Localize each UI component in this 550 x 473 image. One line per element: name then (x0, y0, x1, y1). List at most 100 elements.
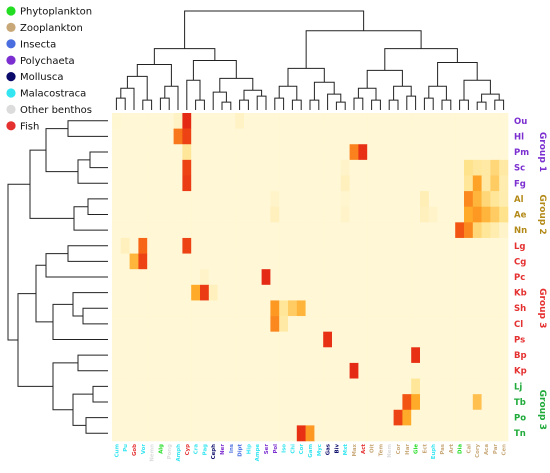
heatmap-cell (332, 113, 342, 129)
heatmap-cell (349, 128, 359, 145)
heatmap-cell (261, 222, 271, 239)
heatmap-cell (129, 237, 139, 254)
heatmap-cell (402, 128, 412, 145)
heatmap-cell (464, 362, 474, 379)
heatmap-cell (270, 144, 280, 161)
heatmap-cell (244, 316, 254, 332)
heatmap-cell (455, 269, 465, 286)
heatmap-cell (367, 284, 377, 301)
row-label: Al (514, 195, 524, 205)
heatmap-cell (428, 191, 438, 208)
heatmap-cell (305, 159, 315, 176)
column-label: Alg (158, 444, 164, 454)
column-label: Cen (502, 444, 508, 456)
heatmap-cell (358, 316, 368, 332)
heatmap-cell (323, 191, 333, 208)
heatmap-cell (191, 253, 201, 270)
heatmap-cell (358, 378, 368, 395)
heatmap-cell (314, 269, 324, 286)
heatmap-cell (200, 191, 210, 208)
heatmap-cell (129, 269, 139, 286)
dendrogram-link (89, 151, 108, 169)
heatmap-cell (340, 128, 350, 145)
heatmap-cell (464, 128, 474, 145)
heatmap-cell (191, 394, 201, 411)
heatmap-cell (208, 425, 218, 442)
dendrogram-link (192, 60, 237, 81)
heatmap-cell (252, 159, 262, 176)
heatmap-cell (244, 128, 254, 145)
heatmap-cell (340, 316, 350, 332)
heatmap-cell (420, 237, 430, 254)
heatmap-cell (367, 113, 377, 129)
heatmap-cell (455, 347, 465, 364)
heatmap-cell (349, 394, 359, 411)
heatmap-cell (226, 113, 236, 129)
heatmap-cell (217, 300, 227, 317)
heatmap-cell (446, 237, 456, 254)
heatmap-cell (296, 113, 306, 129)
heatmap-cell (235, 425, 245, 442)
heatmap-cell (129, 394, 139, 411)
heatmap-cell (191, 222, 201, 239)
heatmap-cell (323, 144, 333, 161)
heatmap-cell (147, 394, 157, 411)
heatmap-cell (261, 394, 271, 411)
heatmap-cell (288, 378, 298, 395)
heatmap-cell (384, 331, 394, 348)
dendrogram-link (406, 95, 417, 110)
heatmap-cell (428, 206, 438, 223)
dendrogram-link (195, 99, 205, 110)
heatmap-cell (217, 175, 227, 192)
heatmap-cell (455, 284, 465, 301)
dendrogram-link (45, 128, 78, 173)
heatmap-cell (138, 362, 148, 379)
legend-label: Mollusca (20, 72, 63, 83)
heatmap-cell (261, 128, 271, 145)
heatmap-cell (464, 300, 474, 317)
column-label: Cory (475, 444, 481, 458)
column-label: Par (493, 444, 499, 454)
heatmap-cell (261, 331, 271, 348)
heatmap-cell (428, 425, 438, 442)
column-label: Dia (458, 444, 464, 454)
heatmap-cell (411, 331, 421, 348)
heatmap-cell (173, 222, 183, 239)
heatmap-cell (481, 409, 491, 426)
heatmap-cell (393, 316, 403, 332)
heatmap-cell (164, 378, 174, 395)
heatmap-cell (244, 237, 254, 254)
heatmap-cell (164, 159, 174, 176)
heatmap-cell (437, 175, 447, 192)
dendrogram-link (437, 61, 478, 87)
heatmap-cell (490, 269, 500, 286)
heatmap-cell (472, 206, 482, 223)
heatmap-cell (402, 425, 412, 442)
heatmap-cell (270, 113, 280, 129)
heatmap-cell (358, 347, 368, 364)
heatmap-cell (464, 144, 474, 161)
heatmap-cell (411, 159, 421, 176)
heatmap-cell (437, 347, 447, 364)
heatmap-cell (428, 394, 438, 411)
heatmap-cell (490, 425, 500, 442)
heatmap-cell (358, 175, 368, 192)
heatmap-cell (393, 425, 403, 442)
heatmap-cell (164, 113, 174, 129)
heatmap-cell (314, 409, 324, 426)
heatmap-cell (191, 113, 201, 129)
heatmap-cell (156, 222, 166, 239)
heatmap-cell (270, 128, 280, 145)
heatmap-cell (499, 206, 509, 223)
heatmap-cell (279, 222, 289, 239)
heatmap-cell (244, 191, 254, 208)
legend-label: Fish (20, 121, 39, 132)
heatmap-cell (120, 284, 130, 301)
heatmap-cell (235, 128, 245, 145)
row-group-label: Group 3 (537, 288, 547, 328)
heatmap-cell (464, 191, 474, 208)
heatmap-cell (120, 347, 130, 364)
heatmap-cell (411, 191, 421, 208)
heatmap-cell (138, 253, 148, 270)
heatmap-cell (376, 284, 386, 301)
